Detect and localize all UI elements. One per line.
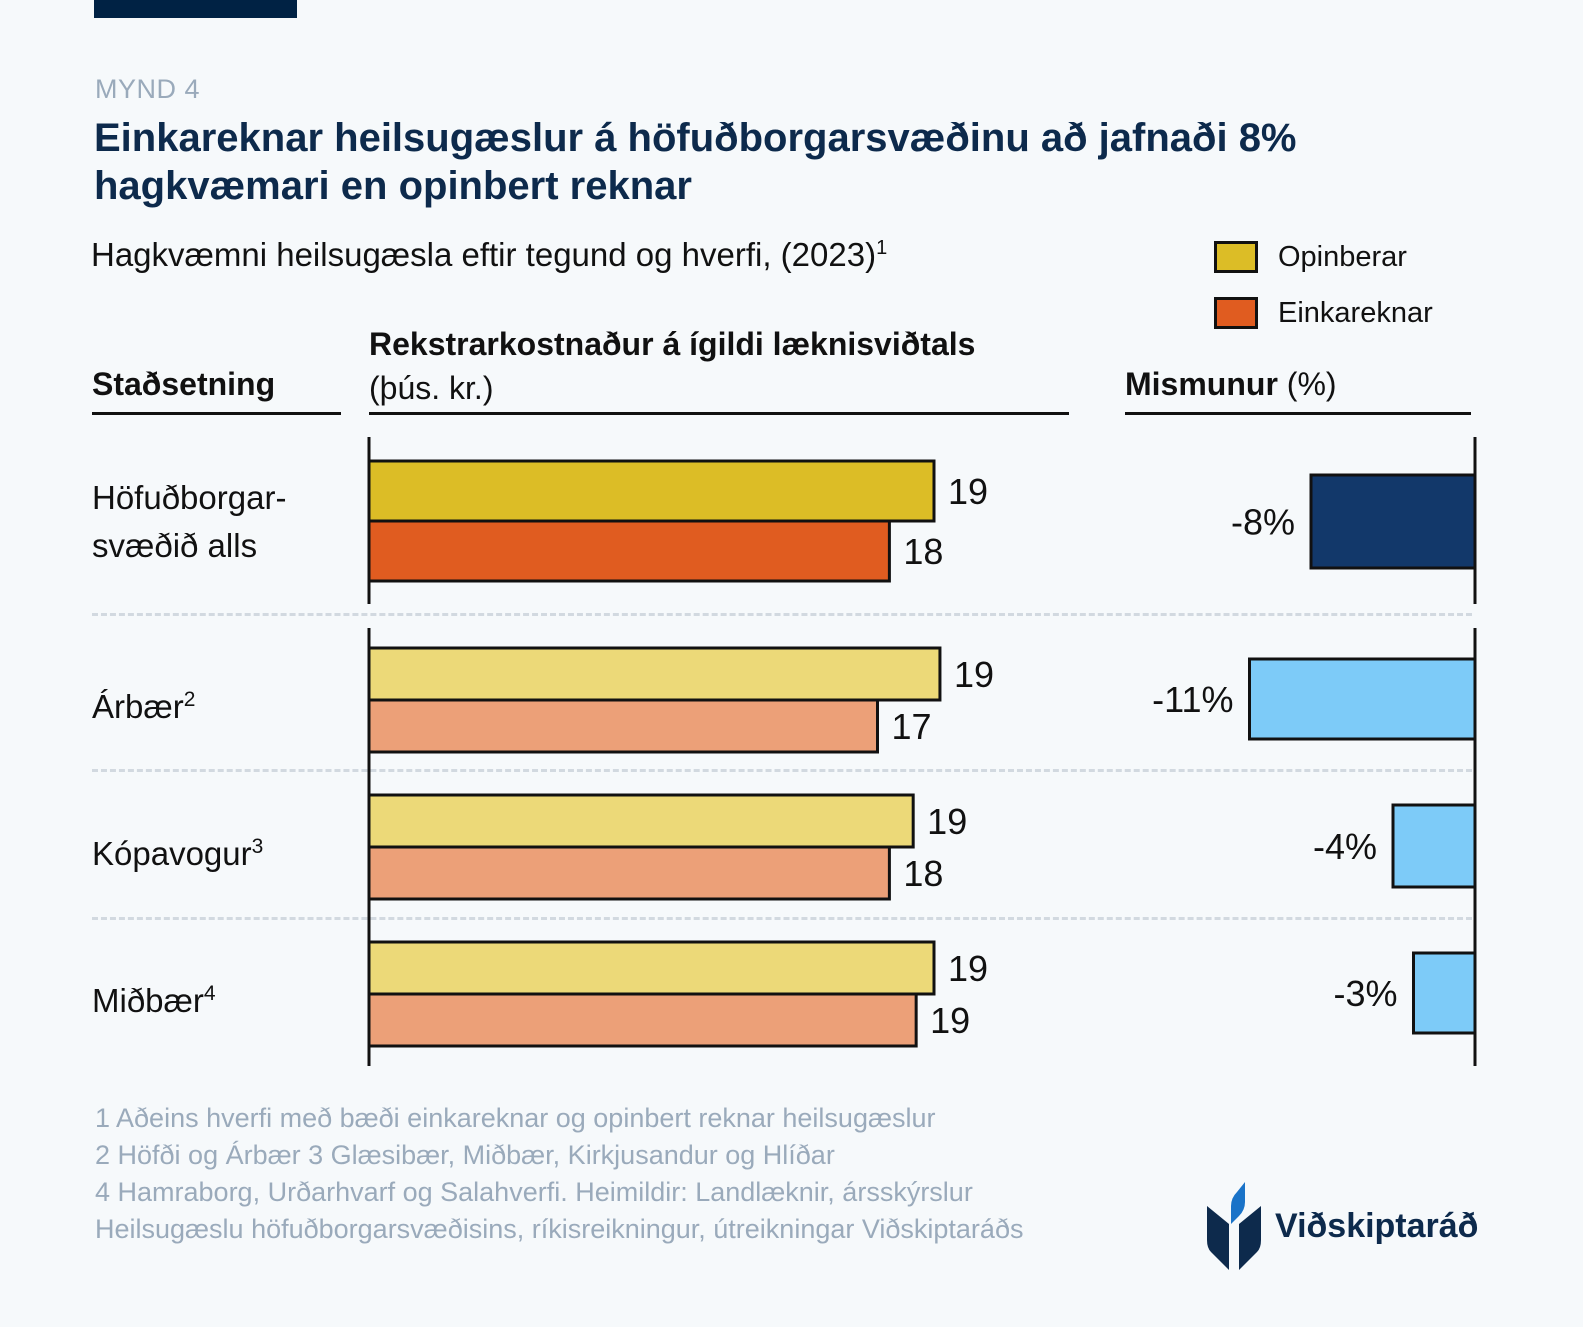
subtitle-text: Hagkvæmni heilsugæsla eftir tegund og hv…	[91, 236, 877, 273]
diff-value-label: -11%	[1152, 679, 1233, 720]
row-separator	[92, 917, 1472, 920]
bar-private	[367, 992, 918, 1048]
header-cost-title: Rekstrarkostnaður á ígildi læknisviðtals	[369, 326, 976, 362]
row-label-total: Höfuðborgar-svæðið alls	[92, 479, 287, 564]
header-cost: Rekstrarkostnaður á ígildi læknisviðtals…	[369, 322, 975, 410]
logo-icon	[1207, 1182, 1261, 1270]
row-label-kopavogur: Kópavogur3	[92, 835, 264, 872]
diff-bar	[1309, 473, 1477, 570]
bar-value-label: 18	[903, 531, 943, 572]
bar-value-label: 19	[954, 654, 994, 695]
legend-label-private: Einkareknar	[1278, 296, 1433, 329]
header-diff: Mismunur (%)	[1125, 366, 1337, 403]
bar-value-label: 19	[930, 1000, 970, 1041]
footnote-1: 1 Aðeins hverfi með bæði einkareknar og …	[95, 1103, 936, 1133]
logo: Viðskiptaráð	[1205, 1180, 1478, 1272]
diff-value-label: -3%	[1333, 973, 1397, 1014]
bar-value-label: 19	[948, 948, 988, 989]
bar-private	[367, 845, 891, 901]
footnotes: 1 Aðeins hverfi með bæði einkareknar og …	[95, 1100, 1023, 1248]
header-diff-unit: (%)	[1277, 366, 1337, 402]
legend-item-public: Opinberar	[1214, 229, 1433, 285]
diff-bar	[1248, 657, 1477, 741]
footnote-3: 4 Hamraborg, Urðarhvarf og Salahverfi. H…	[95, 1177, 973, 1207]
legend: Opinberar Einkareknar	[1214, 229, 1433, 341]
diff-bar	[1391, 803, 1477, 889]
bar-value-label: 19	[927, 801, 967, 842]
legend-swatch-public	[1214, 241, 1258, 273]
logo-text: Viðskiptaráð	[1275, 1206, 1479, 1245]
chart-title: Einkareknar heilsugæslur á höfuðborgarsv…	[94, 116, 1297, 208]
subtitle-footnote-marker: 1	[876, 237, 888, 259]
bar-private	[367, 519, 891, 583]
diff-value-label: -8%	[1231, 502, 1295, 543]
footnote-4: Heilsugæslu höfuðborgarsvæðisins, ríkisr…	[95, 1214, 1024, 1244]
header-diff-title: Mismunur	[1125, 366, 1278, 402]
bar-value-label: 19	[948, 471, 988, 512]
header-location-rule	[92, 412, 341, 415]
diff-bar	[1412, 951, 1477, 1035]
bar-private	[367, 698, 879, 754]
legend-label-public: Opinberar	[1278, 240, 1407, 273]
legend-swatch-private	[1214, 297, 1258, 329]
legend-item-private: Einkareknar	[1214, 285, 1433, 341]
bar-public	[367, 646, 942, 702]
row-label-arbaer: Árbær2	[92, 688, 196, 725]
bar-value-label: 17	[892, 706, 932, 747]
header-diff-rule	[1125, 412, 1471, 415]
footnote-2: 2 Höfði og Árbær 3 Glæsibær, Miðbær, Kir…	[95, 1140, 835, 1170]
header-location: Staðsetning	[92, 366, 276, 402]
top-accent-bar	[94, 0, 297, 18]
row-label-midbaer: Miðbær4	[92, 982, 216, 1019]
figure-label: MYND 4	[95, 74, 201, 104]
row-separator	[92, 769, 1472, 772]
bar-public	[367, 940, 936, 996]
header-cost-unit: (þús. kr.)	[369, 370, 494, 406]
bar-value-label: 18	[903, 853, 943, 894]
row-separator	[92, 613, 1472, 616]
bar-public	[367, 793, 915, 849]
diff-value-label: -4%	[1313, 826, 1377, 867]
bar-public	[367, 459, 936, 523]
header-cost-rule	[369, 412, 1069, 415]
chart-subtitle: Hagkvæmni heilsugæsla eftir tegund og hv…	[91, 236, 887, 274]
